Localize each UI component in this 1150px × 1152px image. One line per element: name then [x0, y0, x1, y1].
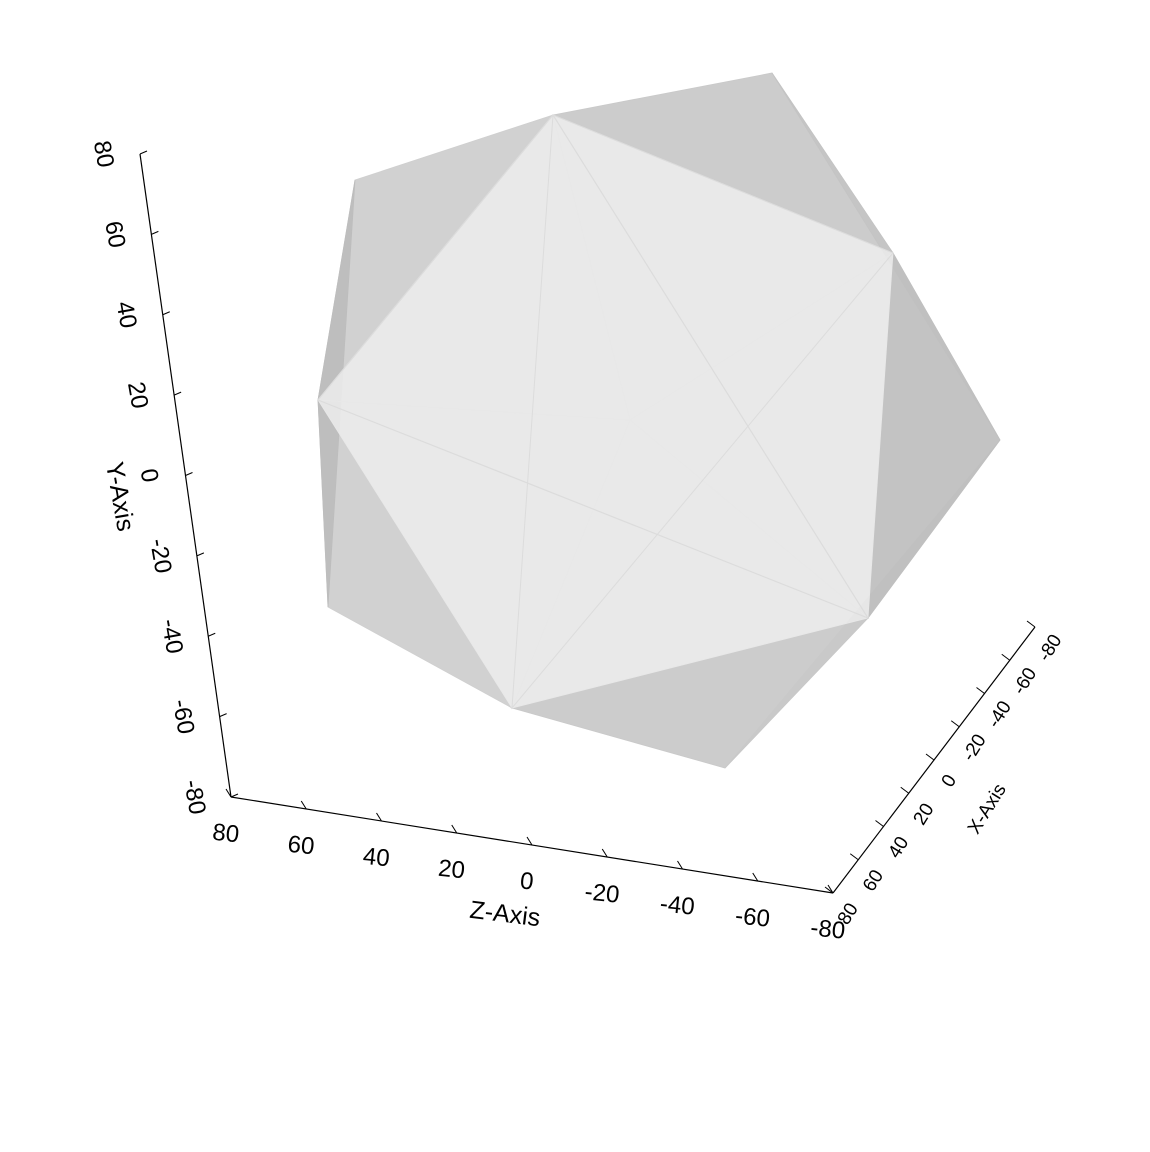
z-tick-mark: [376, 812, 382, 822]
z-tick-label: -40: [659, 890, 696, 920]
x-tick-mark: [900, 786, 910, 794]
z-tick-label: 40: [362, 843, 391, 873]
y-tick-mark: [162, 311, 170, 316]
x-tick-mark: [976, 687, 985, 694]
y-tick-label: -40: [155, 617, 188, 656]
x-tick-label: -60: [1009, 664, 1041, 698]
mesh-outline: [317, 113, 870, 620]
z-tick-label: 60: [286, 831, 315, 861]
y-tick-label: 40: [111, 299, 142, 330]
y-tick-label: 20: [122, 380, 153, 411]
z-tick-label: -60: [734, 902, 771, 932]
z-tick-mark: [752, 872, 759, 882]
y-axis-ticks: 80 60 40 20 0 -20 -40 -60 -80: [88, 139, 239, 817]
x-axis-title: X-Axis: [964, 780, 1011, 838]
z-tick-label: 20: [437, 855, 466, 885]
mesh-outline: [511, 114, 894, 710]
y-tick-label: -60: [167, 697, 200, 736]
z-axis-ticks: 80 60 40 20 0 -20 -40 -60 -80: [211, 788, 846, 945]
x-tick-label: 60: [859, 866, 888, 895]
z-tick-mark: [677, 860, 683, 870]
x-tick-mark: [824, 886, 834, 894]
y-tick-mark: [230, 793, 239, 798]
x-tick-label: -40: [984, 697, 1016, 731]
x-tick-mark: [849, 853, 859, 861]
y-tick-mark: [185, 472, 193, 476]
y-tick-mark: [208, 632, 216, 637]
x-tick-label: 40: [884, 833, 913, 862]
x-tick-label: 20: [910, 800, 939, 829]
x-tick-label: 0: [938, 771, 961, 791]
y-tick-mark: [173, 391, 182, 396]
y-tick-label: 0: [135, 467, 164, 485]
z-tick-mark: [526, 836, 533, 846]
x-tick-label: -80: [1034, 631, 1066, 665]
y-tick-mark: [219, 713, 227, 718]
y-tick-label: -80: [178, 778, 211, 817]
y-tick-mark: [151, 230, 159, 235]
z-tick-label: -80: [809, 914, 846, 944]
z-tick-mark: [451, 824, 458, 834]
y-tick-label: -20: [144, 537, 177, 576]
z-axis-title: Z-Axis: [468, 896, 542, 932]
z-tick-mark: [300, 800, 307, 810]
x-tick-mark: [875, 820, 884, 827]
z-tick-label: 0: [519, 867, 535, 895]
y-axis-title: Y-Axis: [100, 460, 140, 534]
y-tick-label: 60: [99, 219, 130, 250]
y-tick-mark: [196, 552, 205, 557]
z-tick-label: -20: [583, 878, 620, 908]
x-tick-mark: [925, 753, 935, 761]
z-tick-label: 80: [211, 819, 240, 849]
z-tick-mark: [601, 848, 608, 858]
x-tick-mark: [1026, 620, 1036, 628]
y-tick-mark: [139, 150, 148, 155]
x-tick-label: -20: [958, 731, 990, 765]
z-tick-mark: [827, 884, 834, 894]
icosahedron-mesh: [317, 72, 1001, 769]
y-tick-label: 80: [88, 139, 119, 170]
x-tick-mark: [1001, 653, 1011, 661]
x-tick-mark: [950, 720, 960, 728]
z-tick-mark: [225, 788, 232, 798]
